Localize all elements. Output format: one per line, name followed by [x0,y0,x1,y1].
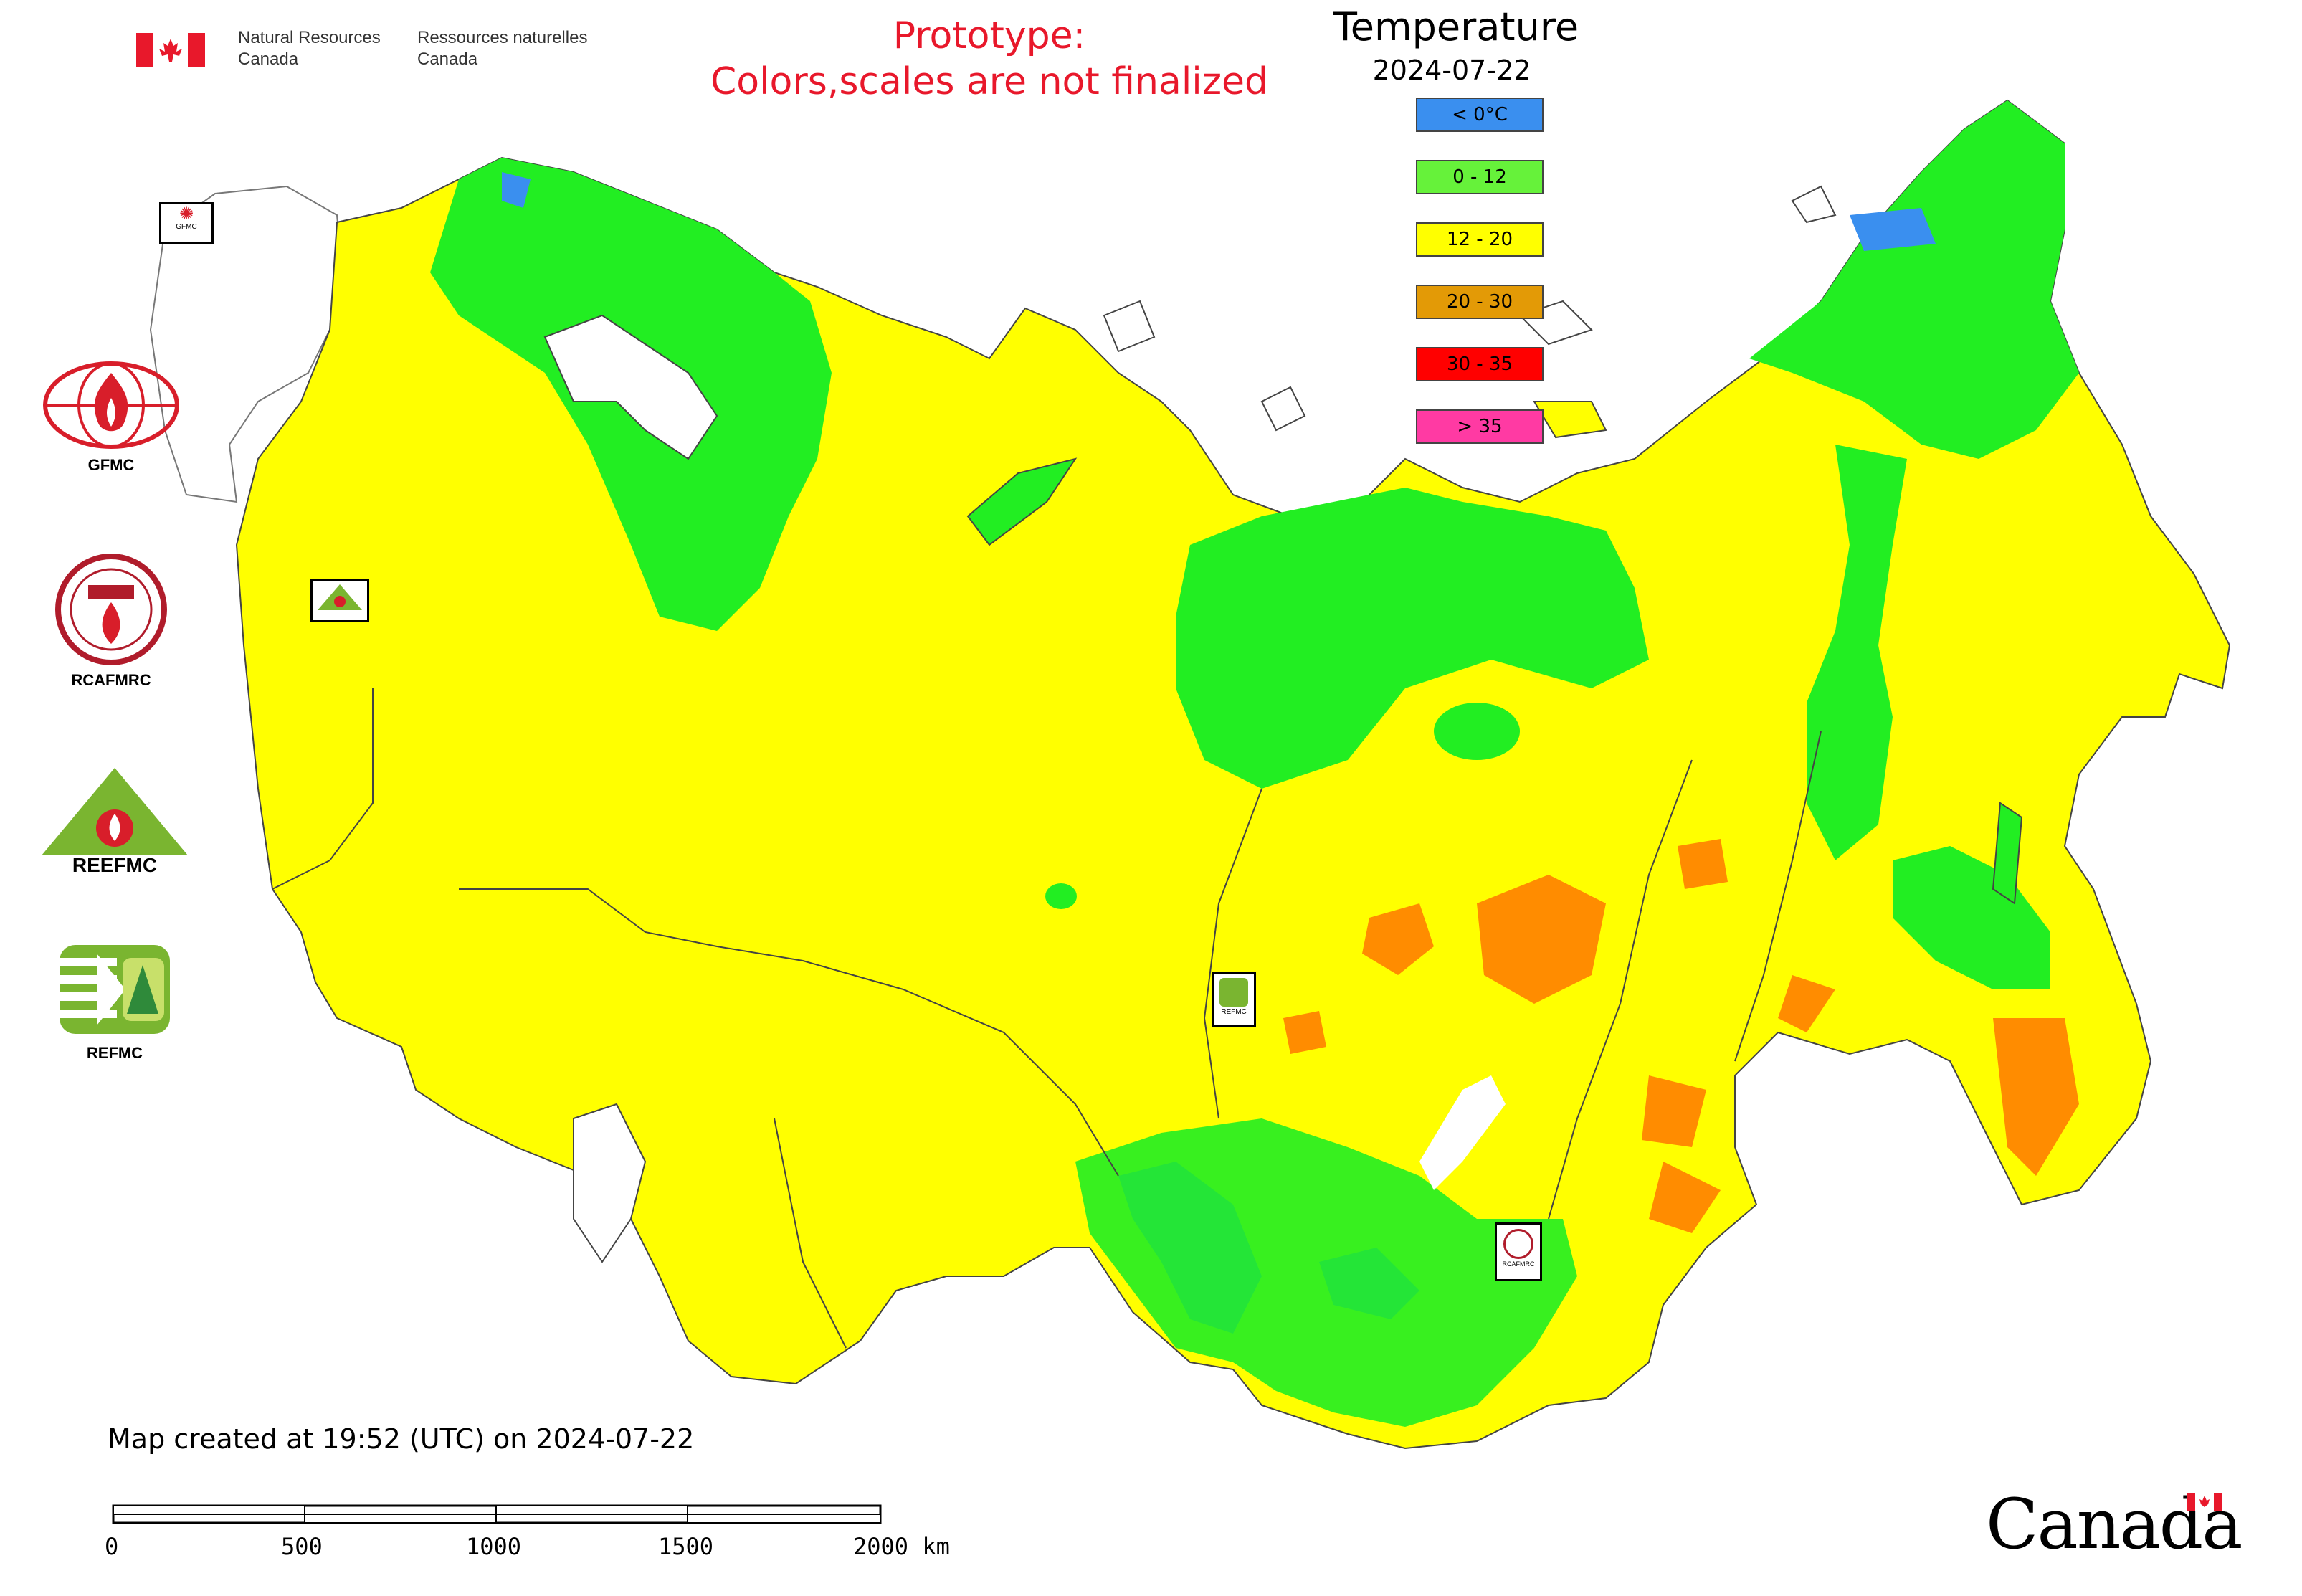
cool-region-taymyr [1176,488,1649,789]
refmc-marker-label: REFMC [1221,1008,1247,1016]
rcafmrc-map-marker: RCAFMRC [1495,1222,1542,1281]
refmc-sigma-icon [60,945,170,1034]
rcafmrc-logo: RCAFMRC [50,552,172,690]
reefmc-marker-icon [318,584,362,610]
gfmc-marker-flame-icon: ✺ [179,204,194,224]
caspian-sea [573,1103,647,1263]
scale-label-500: 500 [281,1533,323,1560]
cool-lake-patch [1434,703,1520,760]
refmc-logo: REFMC [50,939,179,1063]
lake-baikal [1419,1075,1506,1190]
prototype-line2: Colors,scales are not finalized [710,60,1269,103]
rcafmrc-label: RCAFMRC [71,671,151,689]
gfmc-globe-flame-icon [43,361,179,449]
legend-date: 2024-07-22 [1372,54,1531,86]
department-en-line1: Natural Resources [238,28,381,47]
department-name-english: Natural Resources Canada [238,27,381,70]
legend-class-20-30: 20 - 30 [1416,285,1544,319]
legend-class-0-12: 0 - 12 [1416,160,1544,194]
reefmc-map-marker [310,579,369,622]
cold-patch-chukotka [1850,208,1936,251]
cool-region-south [1075,1118,1577,1427]
cool-patch-central [1045,883,1077,909]
scale-label-1500: 1500 [658,1533,714,1560]
canada-flag-icon [136,33,205,67]
warm-patch-2 [1477,875,1606,1004]
warm-patch-7 [1778,975,1835,1032]
white-sea [543,314,718,460]
department-en-line2: Canada [238,49,299,69]
map-created-timestamp: Map created at 19:52 (UTC) on 2024-07-22 [108,1423,695,1455]
scale-label-1000: 1000 [466,1533,522,1560]
department-fr-line1: Ressources naturelles [417,28,588,47]
gfmc-marker-label: GFMC [176,223,197,231]
department-name-french: Ressources naturelles Canada [417,27,587,70]
legend-class-below-zero: < 0°C [1416,98,1544,132]
prototype-notice: Prototype: Colors,scales are not finaliz… [645,13,1333,105]
rcafmrc-marker-icon [1503,1229,1533,1259]
refmc-map-marker: REFMC [1212,972,1256,1027]
wordmark-flag-icon [2187,1493,2222,1511]
reefmc-logo: REEFMC [36,764,194,878]
warm-patch-6 [1993,1018,2079,1176]
legend-class-above-35: > 35 [1416,409,1544,444]
scale-label-0: 0 [105,1533,119,1560]
warm-patch-8 [1649,1162,1721,1233]
rcafmrc-marker-label: RCAFMRC [1502,1260,1535,1268]
wrangel-island [1533,401,1607,439]
gfmc-logo: GFMC [36,358,186,475]
novaya-zemlya [966,457,1078,546]
sakhalin [1992,802,2023,905]
warm-patch-5 [1642,1075,1706,1147]
legend-class-12-20: 12 - 20 [1416,222,1544,257]
scale-label-2000km: 2000 km [853,1533,950,1560]
cool-region-far-east [1749,100,2079,459]
cold-patch-kola [502,172,531,208]
refmc-label: REFMC [86,1044,143,1062]
reefmc-banner-text: REEFMC [72,854,157,876]
gfmc-label: GFMC [87,456,135,474]
warm-patch-4 [1283,1011,1326,1054]
warm-patch-3 [1678,839,1728,889]
refmc-marker-icon [1219,978,1248,1007]
rcafmrc-emblem-icon [55,554,167,665]
department-fr-line2: Canada [417,49,478,69]
legend-title: Temperature [1333,4,1579,49]
prototype-line1: Prototype: [893,14,1086,57]
warm-patch-1 [1362,903,1434,975]
scale-bar [112,1504,882,1524]
legend-class-30-35: 30 - 35 [1416,347,1544,381]
admin-borders [272,688,1822,1349]
reefmc-triangle-icon: REEFMC [39,768,191,876]
cool-region-kamchatka [1807,445,1907,860]
nrcan-signature: Natural Resources Canada Ressources natu… [136,27,638,77]
gfmc-map-marker: ✺ GFMC [159,202,214,244]
